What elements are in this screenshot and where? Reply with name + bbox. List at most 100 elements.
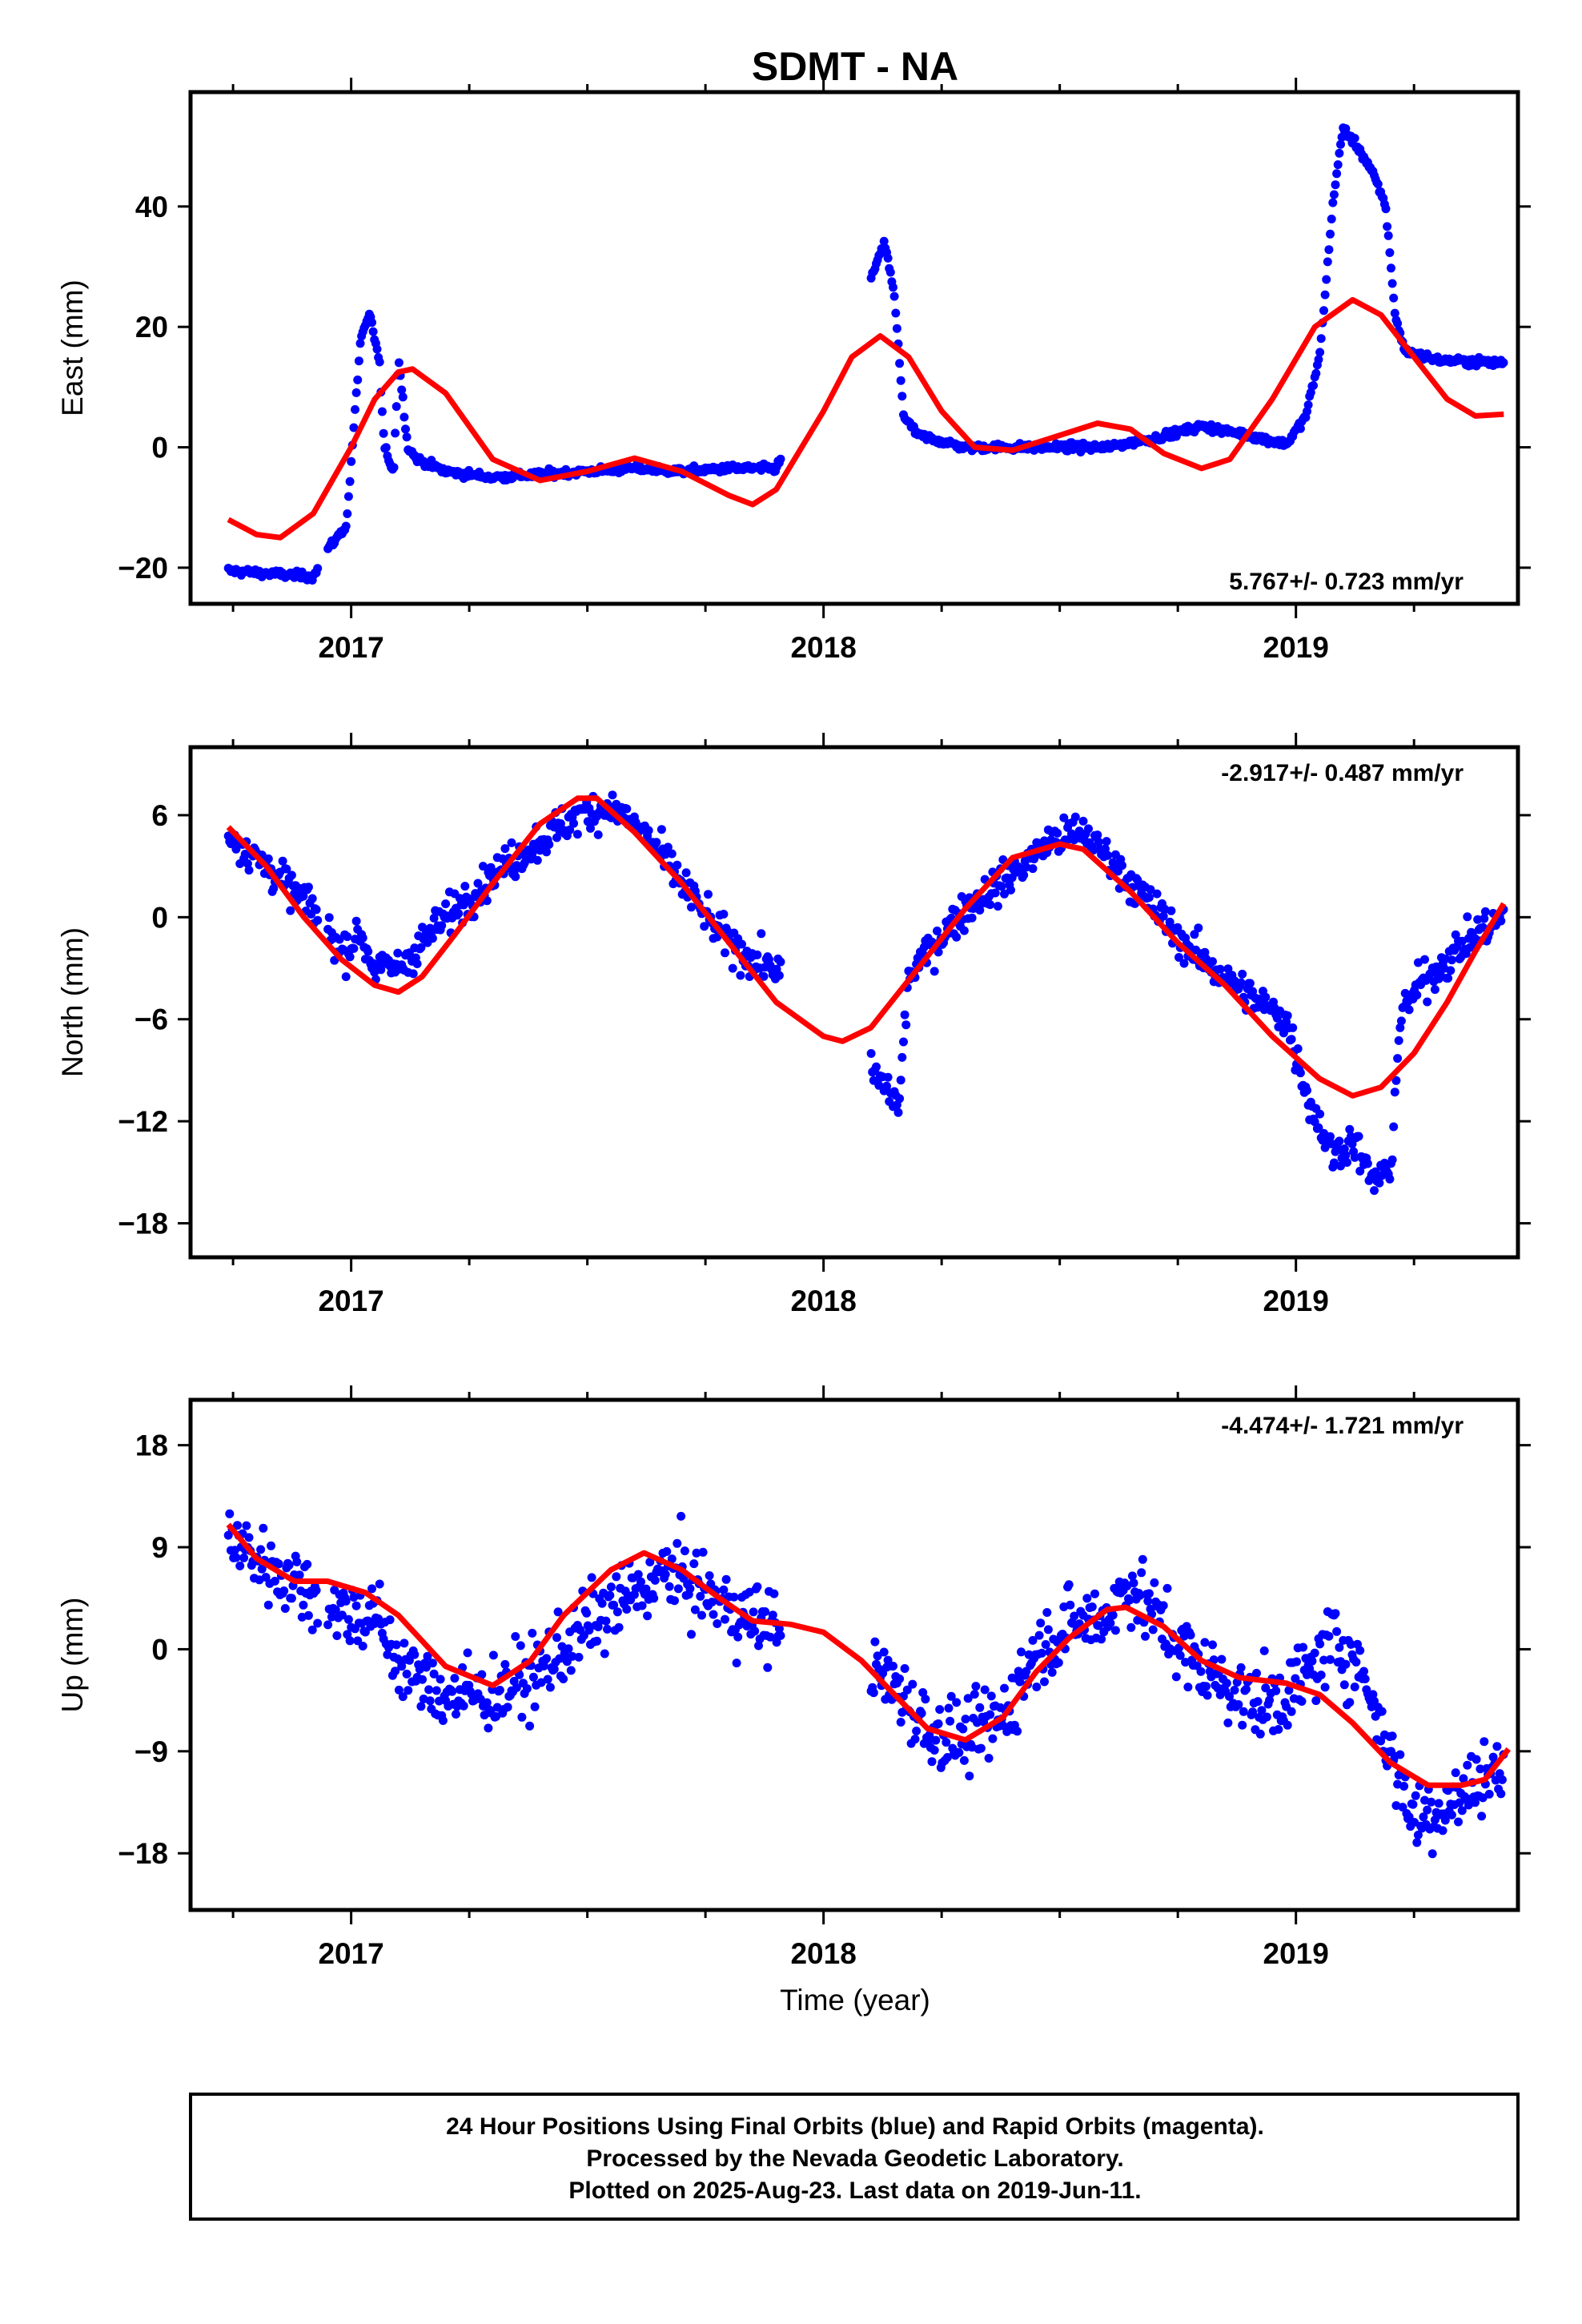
north-point <box>358 933 367 943</box>
up-point <box>910 1735 920 1744</box>
east-point <box>1324 245 1334 255</box>
up-point <box>1496 1789 1506 1799</box>
north-point <box>1389 1122 1399 1132</box>
up-point <box>477 1670 487 1679</box>
east-point <box>1309 380 1318 390</box>
north-point <box>1335 1136 1344 1146</box>
up-point <box>927 1757 937 1767</box>
up-point <box>1129 1578 1138 1588</box>
up-point <box>698 1547 708 1557</box>
up-point <box>908 1679 917 1689</box>
up-point <box>612 1607 622 1617</box>
north-point <box>975 906 985 915</box>
up-point <box>394 1685 404 1695</box>
up-point <box>429 1669 439 1679</box>
north-point <box>1144 893 1154 903</box>
north-point <box>569 818 578 828</box>
east-point <box>1333 160 1343 170</box>
north-point <box>681 868 691 878</box>
up-point <box>542 1654 552 1663</box>
up-point <box>1451 1768 1460 1778</box>
up-point <box>522 1684 532 1694</box>
up-point <box>1368 1690 1378 1699</box>
east-point <box>391 428 400 438</box>
y-axis-label: Up (mm) <box>56 1598 89 1713</box>
up-point <box>402 1669 412 1679</box>
up-point <box>1411 1791 1420 1800</box>
east-point <box>1390 308 1399 318</box>
north-point <box>652 838 661 847</box>
up-point <box>895 1674 905 1683</box>
north-point <box>1463 912 1472 922</box>
north-points <box>223 790 1508 1196</box>
up-point <box>673 1584 683 1594</box>
up-point <box>512 1683 521 1692</box>
east-point <box>1350 134 1359 143</box>
north-point <box>967 913 977 923</box>
up-point <box>1287 1707 1296 1716</box>
up-point <box>713 1619 722 1628</box>
up-point <box>946 1691 956 1701</box>
up-point <box>1454 1817 1463 1827</box>
up-point <box>1459 1774 1468 1783</box>
east-point <box>1314 355 1323 364</box>
up-point <box>930 1746 939 1755</box>
up-point <box>404 1686 413 1695</box>
north-point <box>1387 1155 1397 1164</box>
up-point <box>1017 1647 1026 1657</box>
north-point <box>993 902 1002 911</box>
up-point <box>476 1695 485 1704</box>
up-point <box>763 1663 773 1672</box>
up-point <box>1110 1626 1120 1635</box>
up-point <box>367 1584 376 1594</box>
east-points <box>223 123 1508 585</box>
up-point <box>1127 1571 1137 1581</box>
up-point <box>765 1632 775 1642</box>
up-point <box>650 1575 660 1585</box>
up-point <box>1440 1815 1450 1825</box>
north-point <box>753 950 762 959</box>
north-point <box>1423 997 1432 1007</box>
up-point <box>1398 1803 1407 1812</box>
up-point <box>986 1691 996 1701</box>
up-point <box>1488 1752 1498 1762</box>
up-point <box>270 1576 279 1586</box>
up-point <box>1223 1718 1233 1727</box>
north-point <box>1215 964 1225 974</box>
up-point <box>984 1754 994 1763</box>
north-point <box>500 844 510 854</box>
north-point <box>1375 1178 1384 1188</box>
east-point <box>1331 180 1340 190</box>
up-point <box>1412 1838 1422 1848</box>
up-point <box>492 1712 501 1721</box>
footer-line-2: Processed by the Nevada Geodetic Laborat… <box>586 2145 1123 2172</box>
up-point <box>1066 1600 1075 1610</box>
up-point <box>1355 1646 1365 1655</box>
north-point <box>1245 979 1255 988</box>
north-point <box>1354 1132 1363 1141</box>
north-point <box>269 884 279 893</box>
up-point <box>705 1571 714 1580</box>
up-point <box>511 1632 520 1641</box>
north-point <box>528 849 537 858</box>
east-point <box>341 521 351 531</box>
north-point <box>1391 1076 1401 1085</box>
y-tick-label: 40 <box>135 191 168 223</box>
north-point <box>1006 885 1015 895</box>
north-point <box>572 830 582 839</box>
up-point <box>934 1719 943 1728</box>
up-point <box>1148 1625 1158 1634</box>
up-point <box>597 1598 607 1608</box>
rate-label: -2.917+/- 0.487 mm/yr <box>1221 760 1464 786</box>
north-point <box>408 969 418 979</box>
up-point <box>225 1509 235 1518</box>
up-point <box>1036 1618 1046 1628</box>
north-point <box>1174 953 1183 962</box>
up-point <box>331 1605 340 1614</box>
east-point <box>1499 358 1508 368</box>
up-point <box>303 1559 312 1569</box>
north-point <box>1059 813 1069 822</box>
north-point <box>1447 955 1456 965</box>
north-point <box>565 825 575 834</box>
